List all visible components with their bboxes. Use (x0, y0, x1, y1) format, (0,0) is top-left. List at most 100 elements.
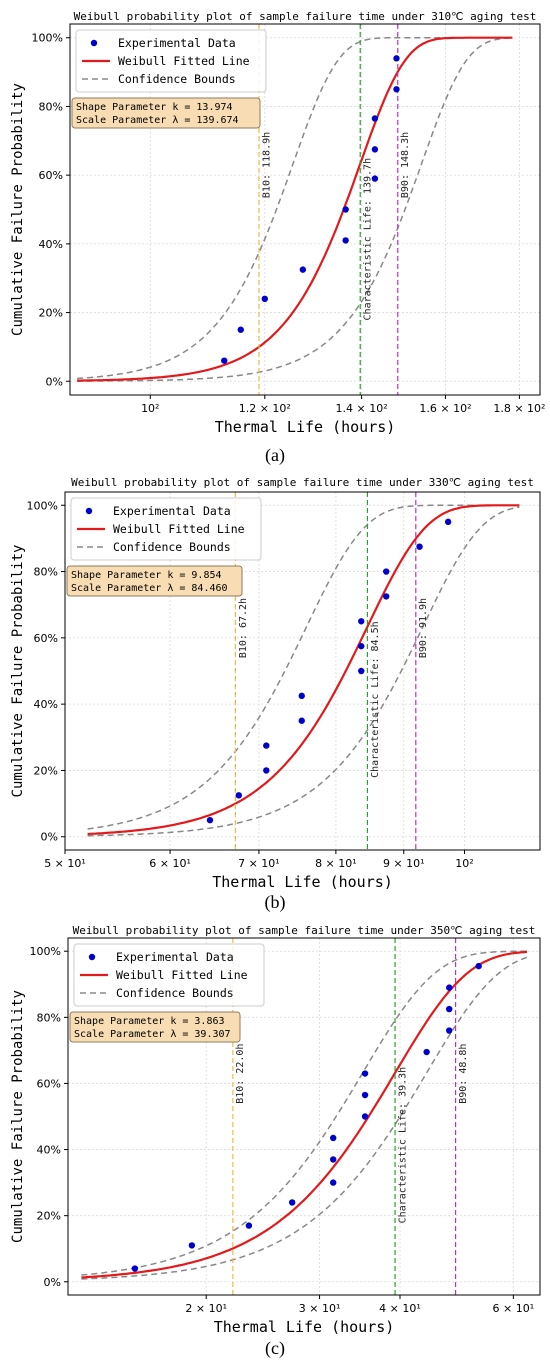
lower-confidence-bound (87, 506, 520, 837)
x-axis-label: Thermal Life (hours) (212, 873, 393, 890)
experimental-data-point (263, 767, 270, 774)
y-tick-label: 60% (37, 1077, 61, 1090)
legend-box (70, 497, 262, 561)
b90-label: B90: 48.8h (458, 1044, 469, 1104)
lower-confidence-bound (77, 37, 513, 382)
legend-point-marker (90, 39, 98, 47)
experimental-data-point (358, 667, 365, 675)
experimental-data-point (188, 1242, 196, 1249)
subfigure-label-a: (a) (265, 445, 285, 465)
chart-title: Weibull probability plot of sample failu… (74, 10, 537, 23)
y-tick-label: 20% (39, 307, 63, 320)
parameter-text: Shape Parameter k = 3.863 (74, 1016, 225, 1027)
x-tick-label: 4 × 10¹ (379, 1302, 421, 1315)
x-axis-label: Thermal Life (hours) (214, 1318, 395, 1336)
x-tick-label: 1.6 × 10² (419, 402, 471, 415)
x-tick-label: 10² (455, 857, 473, 870)
char-label: Characteristic Life: 139.7h (363, 158, 374, 321)
parameter-text: Shape Parameter k = 9.854 (71, 570, 222, 581)
legend-box (73, 943, 265, 1007)
x-tick-label: 1.8 × 10² (493, 402, 545, 415)
y-tick-label: 80% (37, 1011, 61, 1024)
experimental-data-point (393, 86, 400, 93)
b90-label: B90: 148.3h (400, 132, 411, 198)
legend-box (75, 29, 267, 93)
y-tick-label: 100% (32, 32, 63, 45)
b90-label: B90: 91.9h (418, 598, 429, 658)
legend-label-bounds: Confidence Bounds (113, 540, 231, 554)
legend-label-bounds: Confidence Bounds (118, 72, 236, 86)
experimental-data-point (371, 175, 379, 182)
plot-area-frame (69, 23, 541, 396)
plot-area-frame (67, 937, 541, 1296)
experimental-data-point (361, 1070, 369, 1077)
weibull-fitted-line (87, 504, 520, 836)
x-tick-label: 2 × 10¹ (185, 1302, 227, 1315)
experimental-data-point (358, 642, 365, 650)
b10-label: B10: 67.2h (238, 598, 249, 658)
experimental-data-point (342, 237, 349, 244)
experimental-data-point (358, 618, 365, 625)
y-tick-label: 40% (37, 1144, 61, 1157)
y-tick-label: 80% (39, 100, 63, 113)
y-tick-label: 80% (34, 566, 58, 579)
char-label: Characteristic Life: 84.5h (370, 621, 381, 778)
legend-label-experimental: Experimental Data (116, 950, 234, 964)
chart-title: Weibull probability plot of sample failu… (73, 924, 536, 937)
parameter-text: Scale Parameter λ = 39.307 (74, 1029, 231, 1040)
parameter-text: Shape Parameter k = 13.974 (76, 102, 233, 113)
weibull-chart-330: Weibull probability plot of sample failu… (10, 476, 541, 890)
x-tick-label: 1.2 × 10² (239, 402, 291, 415)
parameter-box (69, 1011, 241, 1043)
y-tick-label: 60% (34, 632, 58, 645)
weibull-chart-310: Weibull probability plot of sample failu… (10, 10, 545, 436)
experimental-data-point (261, 295, 268, 303)
legend-label-fitted: Weibull Fitted Line (116, 968, 248, 982)
x-tick-label: 5 × 10¹ (44, 857, 86, 870)
experimental-data-point (330, 1156, 337, 1163)
x-tick-label: 6 × 10¹ (149, 857, 191, 870)
experimental-data-point (245, 1222, 253, 1229)
experimental-data-point (342, 206, 349, 213)
legend-label-experimental: Experimental Data (113, 504, 231, 518)
upper-confidence-bound (87, 504, 520, 830)
experimental-data-point (206, 816, 214, 824)
experimental-data-point (446, 984, 453, 991)
y-tick-label: 40% (39, 238, 63, 251)
parameter-text: Scale Parameter λ = 84.460 (71, 583, 228, 594)
x-tick-label: 10² (141, 402, 159, 415)
subfigure-label-c: (c) (265, 1338, 285, 1358)
experimental-data-point (361, 1091, 369, 1099)
plot-area-frame (64, 491, 541, 851)
experimental-data-point (330, 1134, 337, 1142)
y-tick-label: 20% (34, 764, 58, 777)
weibull-fitted-line (81, 950, 528, 1279)
experimental-data-point (131, 1265, 139, 1272)
b10-label: B10: 22.0h (235, 1044, 246, 1104)
chart-panel-c: Weibull probability plot of sample failu… (0, 918, 550, 1358)
experimental-data-point (393, 55, 400, 62)
legend-point-marker (85, 507, 93, 515)
experimental-data-point (383, 593, 390, 600)
parameter-box (71, 97, 261, 129)
chart-panel-b: Weibull probability plot of sample failu… (0, 470, 550, 912)
legend-label-bounds: Confidence Bounds (116, 986, 234, 1000)
x-tick-label: 6 × 10¹ (493, 1302, 535, 1315)
b10-label: B10: 118.9h (261, 132, 272, 198)
experimental-data-point (475, 962, 482, 970)
experimental-data-point (446, 1005, 453, 1013)
x-tick-label: 9 × 10¹ (383, 857, 425, 870)
y-tick-label: 60% (39, 169, 63, 182)
experimental-data-point (416, 543, 423, 550)
legend-point-marker (88, 953, 96, 961)
experimental-data-point (237, 326, 244, 333)
y-tick-label: 0% (41, 831, 58, 844)
subfigure-label-b: (b) (264, 892, 286, 912)
experimental-data-point (371, 146, 379, 153)
experimental-data-point (288, 1199, 296, 1206)
experimental-data-point (423, 1048, 430, 1056)
legend-label-fitted: Weibull Fitted Line (113, 522, 245, 536)
experimental-data-point (330, 1179, 337, 1186)
parameter-box (66, 565, 243, 597)
y-axis-label: Cumulative Failure Probability (10, 83, 26, 336)
